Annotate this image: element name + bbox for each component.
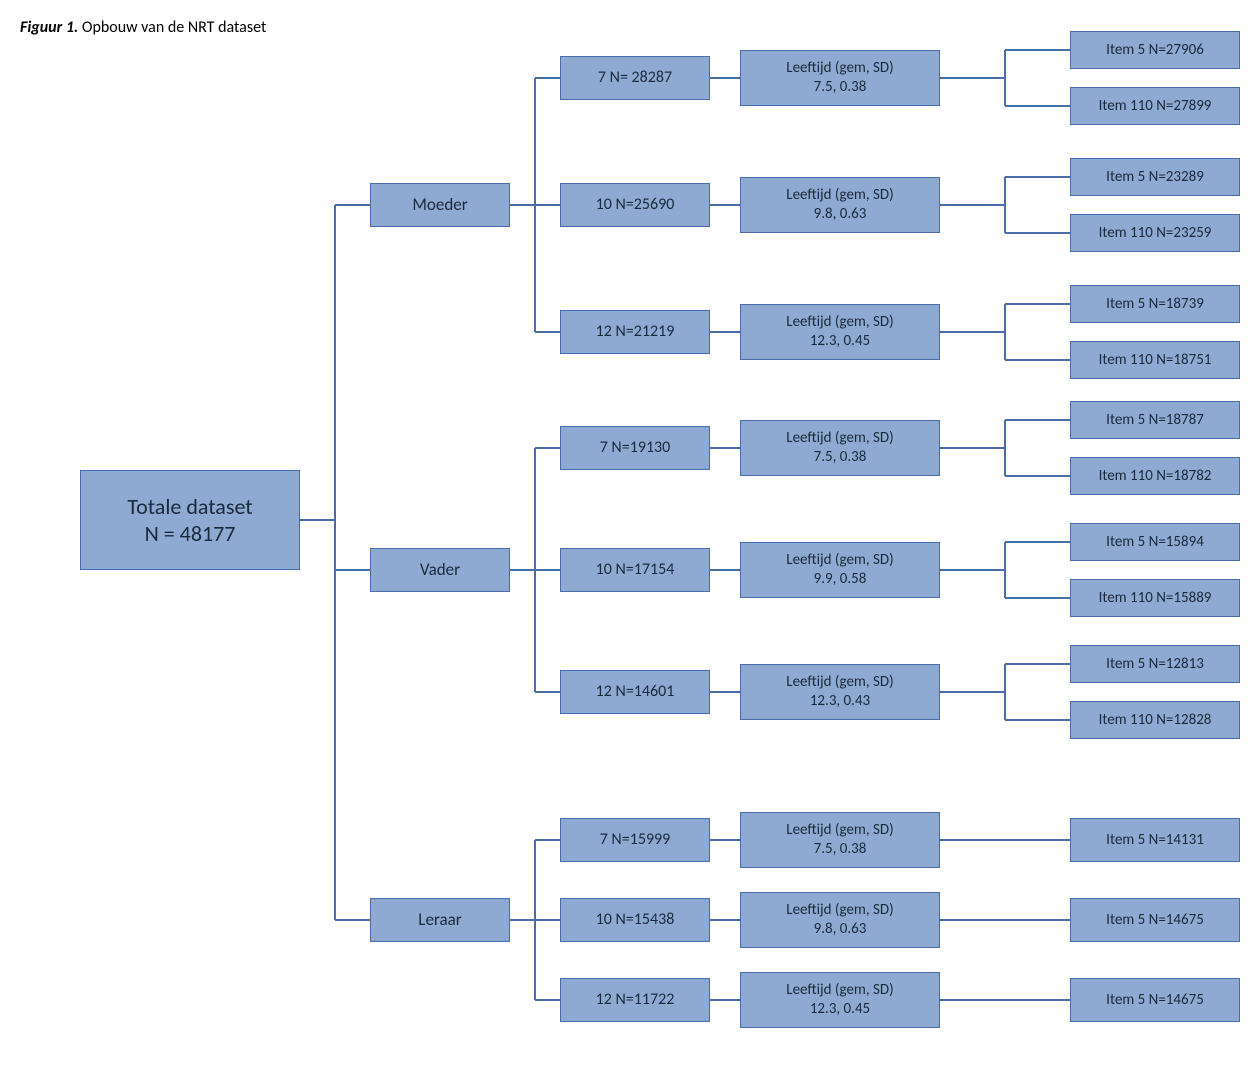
item-node: Item 110 N=18751	[1070, 341, 1240, 379]
leeftijd-node: Leeftijd (gem, SD) 12.3, 0.45	[740, 972, 940, 1028]
leeftijd-node: Leeftijd (gem, SD) 7.5, 0.38	[740, 50, 940, 106]
item-node: Item 5 N=15894	[1070, 523, 1240, 561]
item-node: Item 5 N=14131	[1070, 818, 1240, 862]
leeftijd-node: Leeftijd (gem, SD) 12.3, 0.45	[740, 304, 940, 360]
age-node: 10 N=25690	[560, 183, 710, 227]
role-node: Moeder	[370, 183, 510, 227]
age-node: 12 N=14601	[560, 670, 710, 714]
root-node: Totale dataset N = 48177	[80, 470, 300, 570]
item-node: Item 5 N=23289	[1070, 158, 1240, 196]
item-node: Item 110 N=12828	[1070, 701, 1240, 739]
item-node: Item 110 N=15889	[1070, 579, 1240, 617]
item-node: Item 5 N=27906	[1070, 31, 1240, 69]
item-node: Item 110 N=23259	[1070, 214, 1240, 252]
leeftijd-node: Leeftijd (gem, SD) 12.3, 0.43	[740, 664, 940, 720]
item-node: Item 110 N=18782	[1070, 457, 1240, 495]
role-node: Leraar	[370, 898, 510, 942]
age-node: 7 N=15999	[560, 818, 710, 862]
item-node: Item 5 N=18787	[1070, 401, 1240, 439]
role-node: Vader	[370, 548, 510, 592]
leeftijd-node: Leeftijd (gem, SD) 7.5, 0.38	[740, 420, 940, 476]
leeftijd-node: Leeftijd (gem, SD) 9.8, 0.63	[740, 177, 940, 233]
age-node: 12 N=21219	[560, 310, 710, 354]
leeftijd-node: Leeftijd (gem, SD) 9.9, 0.58	[740, 542, 940, 598]
item-node: Item 5 N=18739	[1070, 285, 1240, 323]
item-node: Item 5 N=12813	[1070, 645, 1240, 683]
figure-caption-text: Opbouw van de NRT dataset	[78, 18, 266, 37]
item-node: Item 5 N=14675	[1070, 898, 1240, 942]
age-node: 7 N= 28287	[560, 56, 710, 100]
item-node: Item 5 N=14675	[1070, 978, 1240, 1022]
age-node: 12 N=11722	[560, 978, 710, 1022]
age-node: 7 N=19130	[560, 426, 710, 470]
item-node: Item 110 N=27899	[1070, 87, 1240, 125]
leeftijd-node: Leeftijd (gem, SD) 7.5, 0.38	[740, 812, 940, 868]
leeftijd-node: Leeftijd (gem, SD) 9.8, 0.63	[740, 892, 940, 948]
age-node: 10 N=17154	[560, 548, 710, 592]
figure-caption-prefix: Figuur 1.	[20, 18, 78, 37]
figure-caption: Figuur 1. Opbouw van de NRT dataset	[20, 18, 266, 37]
age-node: 10 N=15438	[560, 898, 710, 942]
